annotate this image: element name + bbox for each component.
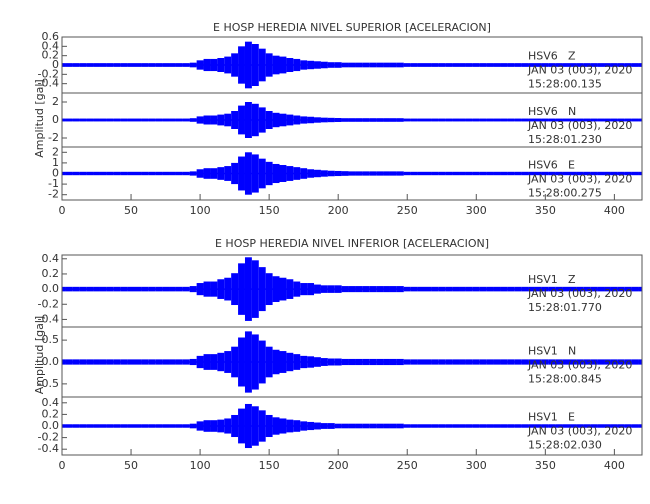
station-label: HSV6	[528, 159, 558, 172]
x-tick-label: 200	[328, 204, 349, 217]
y-axis-label: Amplitud [gal]	[33, 316, 46, 394]
x-tick-label: 150	[259, 204, 280, 217]
y-tick-label: -0.5	[38, 377, 59, 390]
x-tick-label: 0	[59, 204, 66, 217]
date-label: JAN 03 (003), 2020	[527, 424, 632, 437]
y-tick-label: -0.4	[38, 312, 59, 325]
x-tick-label: 200	[328, 459, 349, 472]
y-tick-label: 1	[52, 156, 59, 169]
chart-title: E HOSP HEREDIA NIVEL SUPERIOR [ACELERACI…	[213, 21, 491, 34]
x-tick-label: 350	[535, 204, 556, 217]
component-label: N	[568, 105, 576, 118]
y-tick-label: 2	[52, 145, 59, 158]
time-label: 15:28:01.230	[528, 133, 602, 146]
y-tick-label: -2	[48, 188, 59, 201]
component-label: Z	[568, 273, 576, 286]
time-label: 15:28:00.845	[528, 373, 602, 386]
y-tick-label: 0.4	[42, 252, 60, 265]
station-label: HSV1	[528, 345, 558, 358]
station-label: HSV6	[528, 50, 558, 63]
x-tick-label: 400	[604, 459, 625, 472]
component-label: N	[568, 345, 576, 358]
station-label: HSV6	[528, 105, 558, 118]
y-tick-label: 0	[52, 113, 59, 126]
x-tick-label: 50	[124, 459, 138, 472]
time-label: 15:28:01.770	[528, 301, 602, 314]
y-tick-label: 0.4	[42, 396, 60, 409]
date-label: JAN 03 (003), 2020	[527, 173, 632, 186]
y-tick-label: -0.4	[38, 442, 59, 455]
x-tick-label: 50	[124, 204, 138, 217]
time-label: 15:28:02.030	[528, 438, 602, 451]
x-tick-label: 350	[535, 459, 556, 472]
y-tick-label: -0.2	[38, 297, 59, 310]
date-label: JAN 03 (003), 2020	[527, 64, 632, 77]
y-tick-label: -0.2	[38, 67, 59, 80]
component-label: E	[568, 159, 575, 172]
x-tick-label: 400	[604, 204, 625, 217]
date-label: JAN 03 (003), 2020	[527, 119, 632, 132]
x-tick-label: 100	[190, 204, 211, 217]
x-tick-label: 0	[59, 459, 66, 472]
panel-frame	[61, 396, 643, 456]
x-tick-label: 300	[466, 204, 487, 217]
y-tick-label: 0.2	[42, 49, 60, 62]
y-tick-label: 0.4	[42, 39, 60, 52]
y-tick-label: -0.2	[38, 431, 59, 444]
date-label: JAN 03 (003), 2020	[527, 287, 632, 300]
station-label: HSV1	[528, 273, 558, 286]
y-tick-label: 0.5	[42, 333, 60, 346]
time-label: 15:28:00.135	[528, 78, 602, 91]
y-tick-label: -2	[48, 131, 59, 144]
y-tick-label: 0.0	[42, 282, 60, 295]
chart-title: E HOSP HEREDIA NIVEL INFERIOR [ACELERACI…	[215, 237, 489, 250]
station-label: HSV1	[528, 410, 558, 423]
y-tick-label: 0	[52, 167, 59, 180]
y-tick-label: 0.2	[42, 407, 60, 420]
y-tick-label: 0.2	[42, 267, 60, 280]
date-label: JAN 03 (003), 2020	[527, 359, 632, 372]
time-label: 15:28:00.275	[528, 187, 602, 200]
x-tick-label: 300	[466, 459, 487, 472]
x-tick-label: 250	[397, 459, 418, 472]
y-tick-label: 0.0	[42, 355, 60, 368]
component-label: E	[568, 410, 575, 423]
x-tick-label: 100	[190, 459, 211, 472]
y-tick-label: 0.0	[42, 419, 60, 432]
y-tick-label: -1	[48, 177, 59, 190]
x-tick-label: 150	[259, 459, 280, 472]
y-tick-label: 2	[52, 95, 59, 108]
y-tick-label: -0.4	[38, 77, 59, 90]
component-label: Z	[568, 50, 576, 63]
y-tick-label: 0	[52, 58, 59, 71]
y-tick-label: 0.6	[42, 30, 60, 43]
panel-frame	[61, 146, 643, 201]
x-tick-label: 250	[397, 204, 418, 217]
y-axis-label: Amplitud [gal]	[33, 79, 46, 157]
